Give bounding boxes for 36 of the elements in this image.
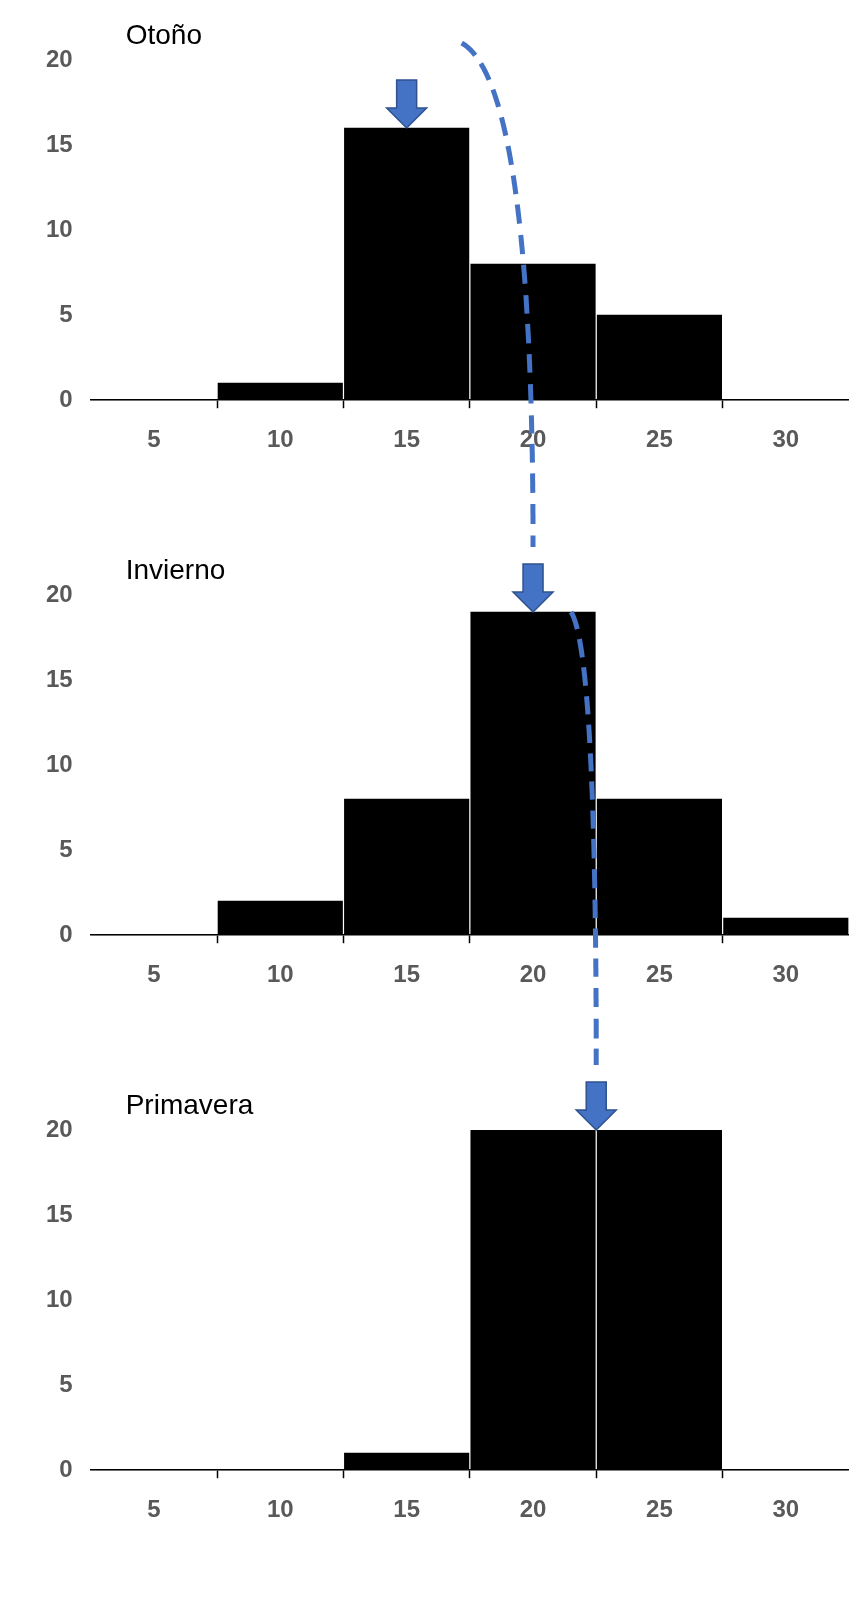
y-tick-label: 0 — [59, 919, 73, 947]
chart-title: Otoño — [125, 18, 202, 50]
y-tick-label: 15 — [45, 129, 73, 157]
y-tick-label: 10 — [45, 749, 73, 777]
x-tick-label: 10 — [266, 425, 294, 453]
x-tick-label: 30 — [772, 1495, 800, 1523]
y-tick-label: 15 — [45, 1199, 73, 1227]
x-tick-label: 25 — [646, 1495, 673, 1523]
y-tick-label: 5 — [59, 299, 73, 327]
x-tick-label: 15 — [393, 425, 421, 453]
x-tick-label: 20 — [519, 425, 547, 453]
y-tick-label: 20 — [45, 1114, 73, 1142]
y-tick-label: 10 — [45, 214, 73, 242]
x-tick-label: 5 — [147, 425, 161, 453]
y-tick-label: 5 — [59, 1369, 73, 1397]
x-tick-label: 25 — [646, 425, 673, 453]
x-tick-label: 15 — [393, 960, 421, 988]
x-tick-label: 10 — [266, 960, 294, 988]
y-tick-label: 20 — [45, 579, 73, 607]
y-tick-label: 0 — [59, 1454, 73, 1482]
x-tick-label: 30 — [772, 960, 800, 988]
x-tick-label: 25 — [646, 960, 673, 988]
y-tick-label: 20 — [45, 44, 73, 72]
x-tick-label: 5 — [147, 960, 161, 988]
x-tick-label: 5 — [147, 1495, 161, 1523]
chart-title: Primavera — [125, 1088, 254, 1120]
chart-title: Invierno — [125, 553, 226, 585]
x-tick-label: 10 — [266, 1495, 294, 1523]
x-tick-label: 20 — [519, 1495, 547, 1523]
y-tick-label: 15 — [45, 664, 73, 692]
y-tick-label: 5 — [59, 834, 73, 862]
y-tick-label: 0 — [59, 384, 73, 412]
x-tick-label: 20 — [519, 960, 547, 988]
x-tick-label: 30 — [772, 425, 800, 453]
y-tick-label: 10 — [45, 1284, 73, 1312]
x-tick-label: 15 — [393, 1495, 421, 1523]
